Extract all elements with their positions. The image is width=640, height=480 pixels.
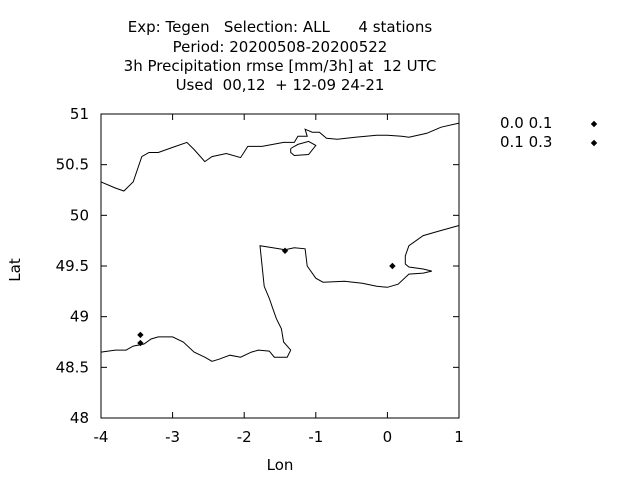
data-point-series-2 <box>137 339 144 347</box>
title-line-1: Exp: Tegen Selection: ALL 4 stations <box>127 18 433 36</box>
title-line-4: Used 00,12 + 12-09 24-21 <box>175 76 385 94</box>
coastline-layer <box>100 122 460 362</box>
x-tick-label: -1 <box>308 428 323 446</box>
y-tick-label: 49.5 <box>56 257 89 275</box>
plot-frame <box>100 113 460 419</box>
legend: 0.0 0.10.1 0.3 <box>500 114 598 151</box>
title-line-2: Period: 20200508-20200522 <box>172 38 388 56</box>
y-tick-label: 48.5 <box>56 358 89 376</box>
coastline-1 <box>100 122 460 192</box>
legend-entry-label: 0.1 0.3 <box>500 133 552 151</box>
x-tick-label: -4 <box>94 428 109 446</box>
y-tick-label: 48 <box>70 409 89 427</box>
legend-entry-label: 0.0 0.1 <box>500 114 552 132</box>
y-tick-label: 49 <box>70 308 89 326</box>
y-axis-label: Lat <box>6 258 24 282</box>
data-point-series-2 <box>137 331 144 339</box>
x-tick-label: 0 <box>383 428 393 446</box>
x-axis-label: Lon <box>267 456 294 474</box>
x-tick-label: -3 <box>165 428 180 446</box>
legend-marker <box>590 139 598 147</box>
y-tick-label: 50 <box>70 206 89 224</box>
y-tick-label: 50.5 <box>56 156 89 174</box>
data-points <box>137 247 396 347</box>
coastline-3 <box>100 225 460 362</box>
data-point-series-1 <box>281 247 289 254</box>
data-point-series-1 <box>389 262 396 270</box>
x-tick-label: -2 <box>237 428 252 446</box>
axis-ticks: -4 -3 -2 -1 0 1 48 48.5 49 49.5 50 50.5 51 <box>56 105 464 446</box>
legend-marker <box>590 120 598 128</box>
coastline-2 <box>290 140 317 157</box>
title-line-3: 3h Precipitation rmse [mm/3h] at 12 UTC <box>123 57 437 75</box>
x-tick-label: 1 <box>454 428 464 446</box>
y-tick-label: 51 <box>70 105 89 123</box>
